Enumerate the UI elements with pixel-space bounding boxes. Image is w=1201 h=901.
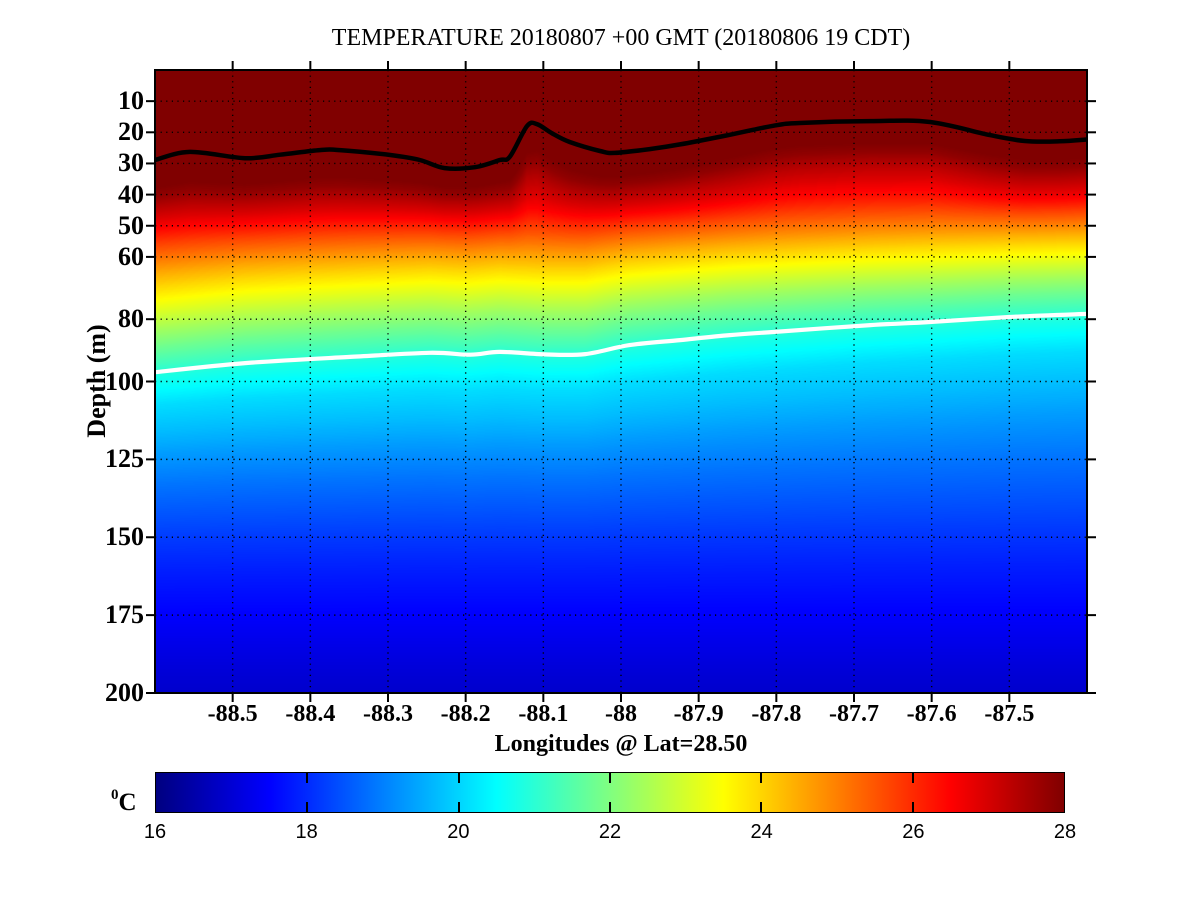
y-tick-label: 50: [118, 210, 144, 240]
y-tick-label: 10: [118, 86, 144, 116]
colorbar-tick-label: 26: [902, 821, 925, 843]
colorbar-tick-label: 28: [1053, 821, 1077, 843]
y-tick-label: 100: [105, 366, 144, 396]
y-tick-label: 40: [118, 179, 144, 209]
colorbar-tick-label: 18: [295, 821, 318, 843]
lower-isotherm-contour: [155, 311, 1087, 375]
colorbar-tick: [911, 802, 914, 812]
y-tick-label: 80: [118, 304, 144, 334]
y-tick-label: 175: [105, 600, 144, 630]
y-tick-label: 200: [105, 678, 144, 707]
y-tick-label: 60: [118, 241, 144, 271]
colorbar-tick: [457, 773, 460, 783]
colorbar-tick: [609, 802, 611, 812]
x-tick-label: -87.6: [906, 701, 957, 727]
x-tick-label: -88.5: [207, 701, 258, 727]
y-tick-label: 125: [105, 444, 144, 474]
colorbar-unit-label: 0C: [111, 787, 137, 817]
y-tick-label: 20: [118, 117, 144, 147]
upper-isotherm-contour: [155, 118, 1087, 171]
colorbar-tick-label: 24: [750, 821, 773, 843]
y-tick-label: 150: [105, 522, 144, 552]
colorbar-tick: [609, 773, 611, 783]
gridlines: [155, 70, 1087, 694]
plot-border: [154, 69, 1088, 694]
x-tick-label: -88.2: [440, 701, 491, 727]
colorbar-tick: [457, 802, 460, 812]
colorbar-tick: [306, 802, 309, 812]
colorbar-tick-label: 16: [143, 821, 167, 843]
x-tick-label: -88.1: [518, 701, 569, 727]
colorbar-tick: [760, 802, 763, 812]
x-tick-label: -87.5: [984, 701, 1035, 727]
axis-ticks: [146, 61, 1096, 702]
colorbar-tick-label: 20: [447, 821, 470, 843]
x-tick-label: -87.7: [829, 701, 879, 727]
colorbar-tick: [911, 773, 914, 783]
x-tick-label: -87.8: [751, 701, 802, 727]
colorbar-unit-letter: C: [118, 789, 137, 816]
x-tick-label: -87.9: [673, 701, 724, 727]
colorbar-tick-label: 22: [598, 821, 622, 843]
y-tick-label: 30: [118, 148, 144, 178]
colorbar-unit-superscript: 0: [111, 787, 119, 803]
colorbar-tick: [760, 773, 763, 783]
colorbar: [155, 772, 1065, 813]
colorbar-tick: [306, 773, 309, 783]
x-tick-label: -88.4: [285, 701, 336, 727]
x-tick-label: -88.3: [363, 701, 413, 727]
x-tick-label: -88: [605, 701, 637, 727]
x-axis-label: Longitudes @ Lat=28.50: [494, 731, 748, 757]
chart-title: TEMPERATURE 20180807 +00 GMT (20180806 1…: [331, 25, 911, 51]
